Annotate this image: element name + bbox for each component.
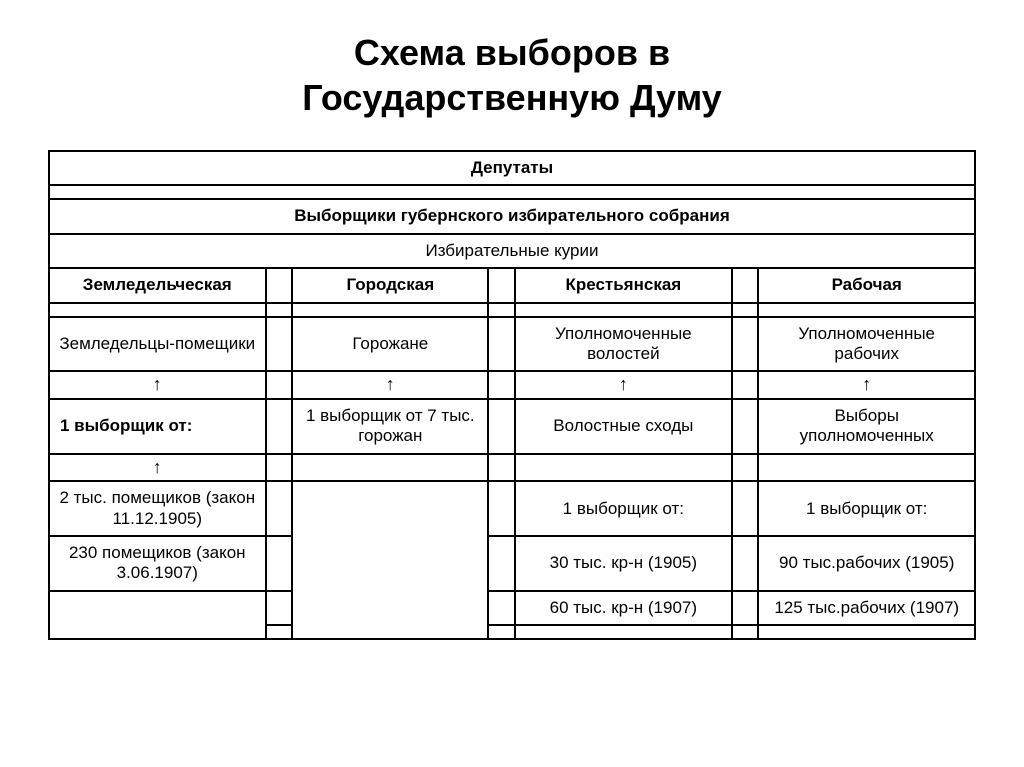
spacer <box>732 536 759 591</box>
spacer <box>266 268 293 302</box>
title-line2: Государственную Думу <box>302 77 722 118</box>
spacer <box>266 371 293 399</box>
gap <box>515 303 732 317</box>
gap <box>515 454 732 482</box>
gap <box>292 454 488 482</box>
worker-ratio-1907: 125 тыс.рабочих (1907) <box>758 591 975 625</box>
worker-level2: Выборы уполномоченных <box>758 399 975 454</box>
city-participants: Горожане <box>292 317 488 372</box>
worker-ratio-label: 1 выборщик от: <box>758 481 975 536</box>
peasant-level2: Волостные сходы <box>515 399 732 454</box>
spacer <box>266 481 293 536</box>
page-title: Схема выборов в Государственную Думу <box>48 30 976 120</box>
row-curiae: Избирательные курии <box>49 234 975 268</box>
spacer <box>266 625 293 639</box>
arrow-up-icon: ↑ <box>758 371 975 399</box>
arrow-up-icon: ↑ <box>515 371 732 399</box>
spacer <box>488 268 515 302</box>
spacer <box>488 303 515 317</box>
gap <box>49 303 266 317</box>
spacer <box>488 625 515 639</box>
gap-1 <box>49 185 975 199</box>
city-empty <box>292 481 488 639</box>
arrow-up-icon: ↑ <box>49 454 266 482</box>
spacer <box>266 303 293 317</box>
spacer <box>266 399 293 454</box>
spacer <box>488 454 515 482</box>
spacer <box>732 591 759 625</box>
gap <box>758 303 975 317</box>
city-ratio: 1 выборщик от 7 тыс. горожан <box>292 399 488 454</box>
spacer <box>732 268 759 302</box>
colhead-peasant: Крестьянская <box>515 268 732 302</box>
colhead-land: Земледельческая <box>49 268 266 302</box>
spacer <box>266 591 293 625</box>
spacer <box>488 317 515 372</box>
land-ratio-1907: 230 помещиков (закон 3.06.1907) <box>49 536 266 591</box>
land-empty <box>49 591 266 639</box>
land-participants: Земледельцы-помещики <box>49 317 266 372</box>
spacer <box>732 371 759 399</box>
gap <box>758 625 975 639</box>
spacer <box>732 481 759 536</box>
peasant-ratio-1905: 30 тыс. кр-н (1905) <box>515 536 732 591</box>
gap <box>292 303 488 317</box>
spacer <box>732 454 759 482</box>
worker-participants: Уполномоченные рабочих <box>758 317 975 372</box>
row-electors: Выборщики губернского избирательного соб… <box>49 199 975 233</box>
gap <box>758 454 975 482</box>
arrow-up-icon: ↑ <box>49 371 266 399</box>
land-ratio-1905: 2 тыс. помещиков (закон 11.12.1905) <box>49 481 266 536</box>
spacer <box>488 536 515 591</box>
spacer <box>266 454 293 482</box>
peasant-ratio-1907: 60 тыс. кр-н (1907) <box>515 591 732 625</box>
colhead-city: Городская <box>292 268 488 302</box>
spacer <box>266 317 293 372</box>
spacer <box>488 481 515 536</box>
spacer <box>488 399 515 454</box>
spacer <box>266 536 293 591</box>
spacer <box>488 591 515 625</box>
arrow-up-icon: ↑ <box>292 371 488 399</box>
spacer <box>732 303 759 317</box>
gap <box>515 625 732 639</box>
spacer <box>732 399 759 454</box>
land-ratio-label: 1 выборщик от: <box>49 399 266 454</box>
worker-ratio-1905: 90 тыс.рабочих (1905) <box>758 536 975 591</box>
row-deputies: Депутаты <box>49 151 975 185</box>
spacer <box>732 317 759 372</box>
title-line1: Схема выборов в <box>354 32 670 73</box>
spacer <box>488 371 515 399</box>
election-scheme-table: Депутаты Выборщики губернского избирател… <box>48 150 976 640</box>
peasant-ratio-label: 1 выборщик от: <box>515 481 732 536</box>
peasant-participants: Уполномоченные волостей <box>515 317 732 372</box>
colhead-worker: Рабочая <box>758 268 975 302</box>
spacer <box>732 625 759 639</box>
